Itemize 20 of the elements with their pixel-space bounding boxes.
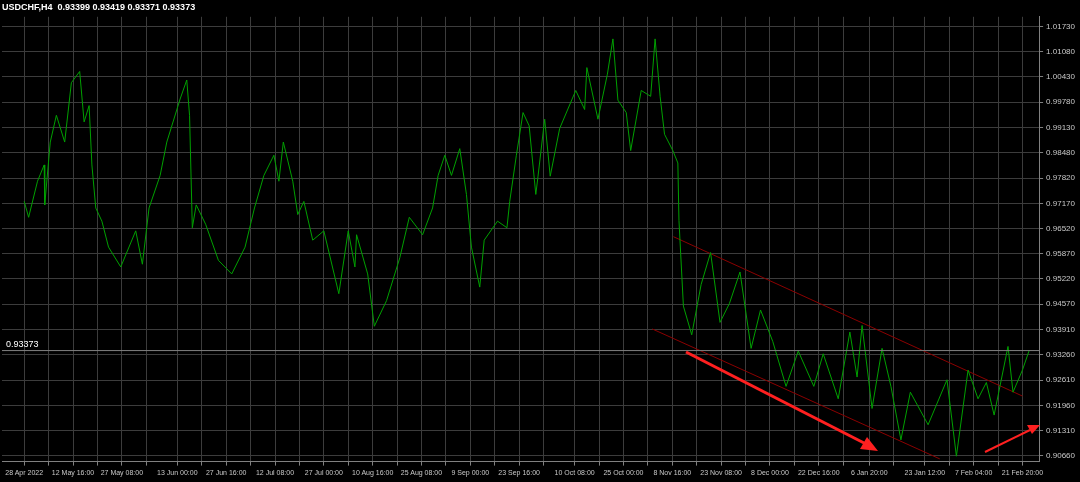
y-tick-label: 1.00430 [1046,72,1076,82]
y-tick-label: 0.94570 [1046,299,1076,309]
y-tick-label: 0.99130 [1046,122,1076,132]
y-tick-label: 0.97170 [1046,198,1076,208]
y-tick-label: 0.93910 [1046,324,1076,334]
y-tick-label: 0.91960 [1046,400,1076,410]
y-tick-label: 1.01080 [1046,46,1076,56]
y-tick-label: 0.98480 [1046,147,1076,157]
y-tick-label: 0.97820 [1046,173,1076,183]
chart-title: USDCHF,H4 0.93399 0.93419 0.93371 0.93373 [2,1,196,12]
y-tick-label: 0.95870 [1046,248,1076,258]
y-tick-label: 0.92610 [1046,375,1076,385]
y-tick-label: 0.93260 [1046,350,1076,360]
ref-line-label: 0.93373 [6,338,39,349]
y-tick-label: 0.95220 [1046,274,1076,284]
y-tick-label: 0.90660 [1046,450,1076,460]
y-tick-label: 0.99780 [1046,97,1076,107]
y-tick-label: 0.91310 [1046,425,1076,435]
y-tick-label: 1.01730 [1046,21,1076,31]
y-tick-label: 0.96520 [1046,223,1076,233]
